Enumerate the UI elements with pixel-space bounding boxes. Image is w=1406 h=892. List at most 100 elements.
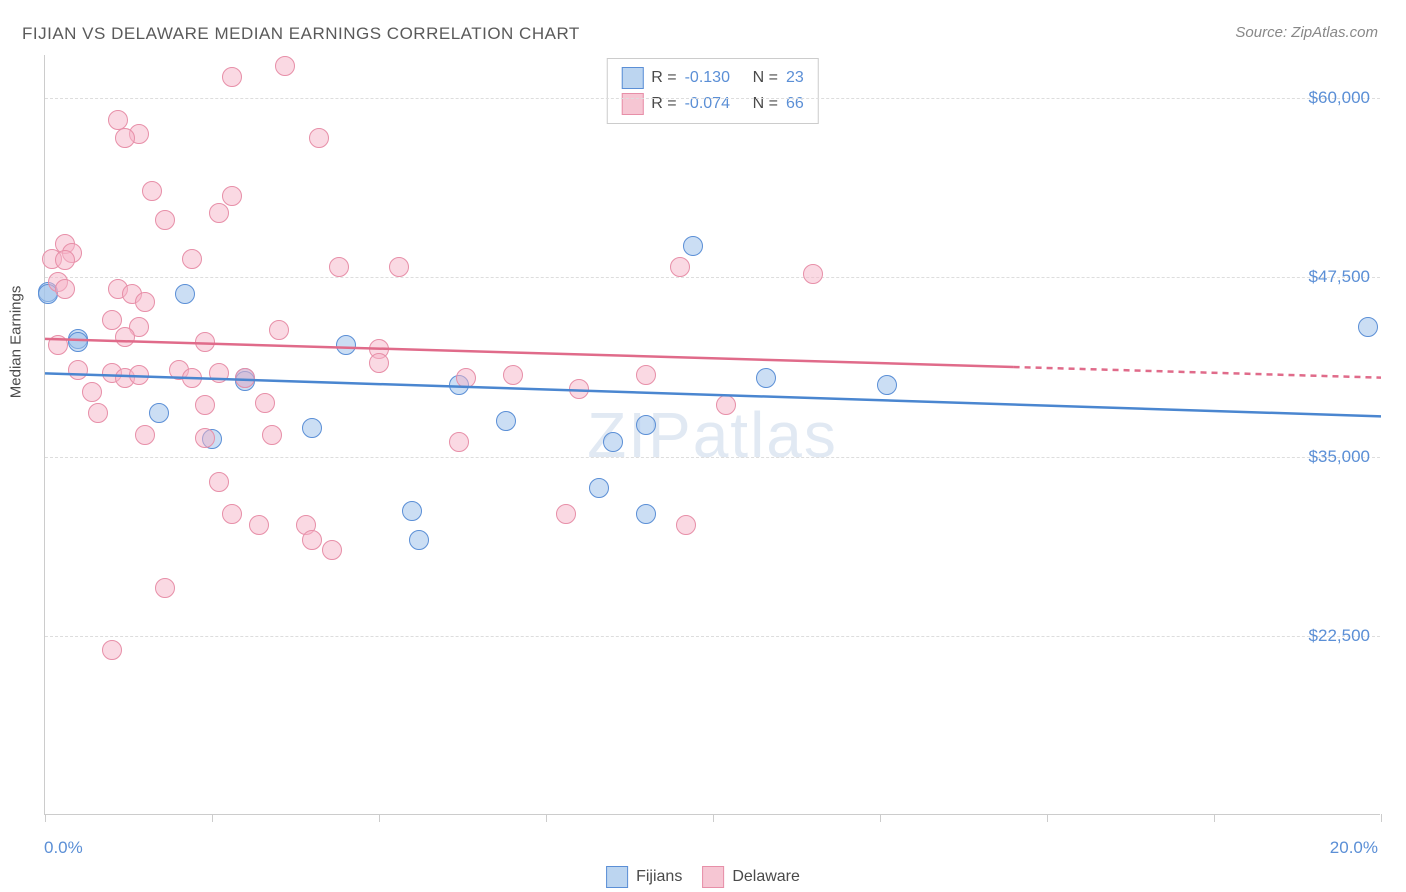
data-point-delaware <box>209 203 229 223</box>
x-tick <box>1381 814 1382 822</box>
data-point-delaware <box>182 368 202 388</box>
data-point-delaware <box>262 425 282 445</box>
data-point-delaware <box>676 515 696 535</box>
data-point-delaware <box>135 292 155 312</box>
x-axis-max-label: 20.0% <box>1330 838 1378 858</box>
gridline <box>45 457 1380 458</box>
data-point-delaware <box>255 393 275 413</box>
legend-n-label: N = <box>753 69 778 87</box>
data-point-delaware <box>115 128 135 148</box>
legend-swatch <box>621 93 643 115</box>
source-attribution: Source: ZipAtlas.com <box>1235 24 1378 41</box>
data-point-delaware <box>309 128 329 148</box>
data-point-delaware <box>195 332 215 352</box>
gridline <box>45 277 1380 278</box>
x-tick <box>1047 814 1048 822</box>
data-point-delaware <box>142 181 162 201</box>
series-legend: Fijians Delaware <box>606 866 800 888</box>
y-tick-label: $47,500 <box>1309 267 1370 287</box>
legend-r-label: R = <box>651 69 676 87</box>
source-label: Source: <box>1235 24 1287 41</box>
legend-row: R =-0.074N =66 <box>621 91 803 117</box>
y-tick-label: $22,500 <box>1309 626 1370 646</box>
data-point-delaware <box>82 382 102 402</box>
data-point-delaware <box>222 504 242 524</box>
series-legend-label: Fijians <box>636 868 682 886</box>
data-point-delaware <box>275 56 295 76</box>
x-tick <box>880 814 881 822</box>
x-tick <box>1214 814 1215 822</box>
data-point-delaware <box>48 335 68 355</box>
data-point-delaware <box>556 504 576 524</box>
data-point-fijians <box>683 236 703 256</box>
data-point-delaware <box>135 425 155 445</box>
legend-n-value: 23 <box>786 69 804 87</box>
gridline <box>45 636 1380 637</box>
data-point-delaware <box>129 365 149 385</box>
data-point-fijians <box>409 530 429 550</box>
data-point-delaware <box>456 368 476 388</box>
data-point-delaware <box>102 310 122 330</box>
plot-area: ZIPatlas R = -0.130 N = 23 R =-0.074N =66 $2… <box>44 55 1380 815</box>
watermark: ZIPatlas <box>587 398 838 472</box>
gridline <box>45 98 1380 99</box>
data-point-fijians <box>302 418 322 438</box>
y-tick-label: $35,000 <box>1309 447 1370 467</box>
data-point-fijians <box>402 501 422 521</box>
data-point-delaware <box>503 365 523 385</box>
data-point-delaware <box>803 264 823 284</box>
x-tick <box>713 814 714 822</box>
data-point-delaware <box>115 327 135 347</box>
data-point-delaware <box>155 210 175 230</box>
data-point-delaware <box>389 257 409 277</box>
chart-title: FIJIAN VS DELAWARE MEDIAN EARNINGS CORRE… <box>22 24 580 44</box>
x-axis-min-label: 0.0% <box>44 838 83 858</box>
legend-swatch <box>606 866 628 888</box>
data-point-delaware <box>209 472 229 492</box>
source-name: ZipAtlas.com <box>1291 24 1378 41</box>
data-point-fijians <box>1358 317 1378 337</box>
data-point-delaware <box>636 365 656 385</box>
data-point-fijians <box>636 504 656 524</box>
correlation-legend: R = -0.130 N = 23 R =-0.074N =66 <box>606 58 818 124</box>
x-tick <box>379 814 380 822</box>
data-point-delaware <box>329 257 349 277</box>
data-point-delaware <box>569 379 589 399</box>
x-tick <box>546 814 547 822</box>
data-point-delaware <box>102 640 122 660</box>
data-point-delaware <box>108 110 128 130</box>
data-point-fijians <box>336 335 356 355</box>
data-point-fijians <box>68 332 88 352</box>
data-point-delaware <box>55 279 75 299</box>
data-point-delaware <box>235 368 255 388</box>
data-point-delaware <box>55 250 75 270</box>
data-point-delaware <box>269 320 289 340</box>
data-point-fijians <box>636 415 656 435</box>
series-legend-label: Delaware <box>732 868 800 886</box>
data-point-fijians <box>589 478 609 498</box>
data-point-delaware <box>195 428 215 448</box>
y-tick-label: $60,000 <box>1309 88 1370 108</box>
data-point-delaware <box>182 249 202 269</box>
data-point-delaware <box>716 395 736 415</box>
trend-lines <box>45 55 1381 815</box>
data-point-delaware <box>209 363 229 383</box>
legend-swatch <box>621 67 643 89</box>
legend-r-value: -0.130 <box>685 69 745 87</box>
data-point-delaware <box>222 186 242 206</box>
data-point-fijians <box>149 403 169 423</box>
data-point-fijians <box>756 368 776 388</box>
data-point-delaware <box>195 395 215 415</box>
data-point-delaware <box>302 530 322 550</box>
data-point-fijians <box>877 375 897 395</box>
data-point-fijians <box>496 411 516 431</box>
data-point-fijians <box>603 432 623 452</box>
data-point-fijians <box>175 284 195 304</box>
legend-swatch <box>702 866 724 888</box>
data-point-delaware <box>449 432 469 452</box>
data-point-delaware <box>249 515 269 535</box>
series-legend-item: Fijians <box>606 866 682 888</box>
data-point-delaware <box>222 67 242 87</box>
legend-row: R = -0.130 N = 23 <box>621 65 803 91</box>
data-point-delaware <box>670 257 690 277</box>
